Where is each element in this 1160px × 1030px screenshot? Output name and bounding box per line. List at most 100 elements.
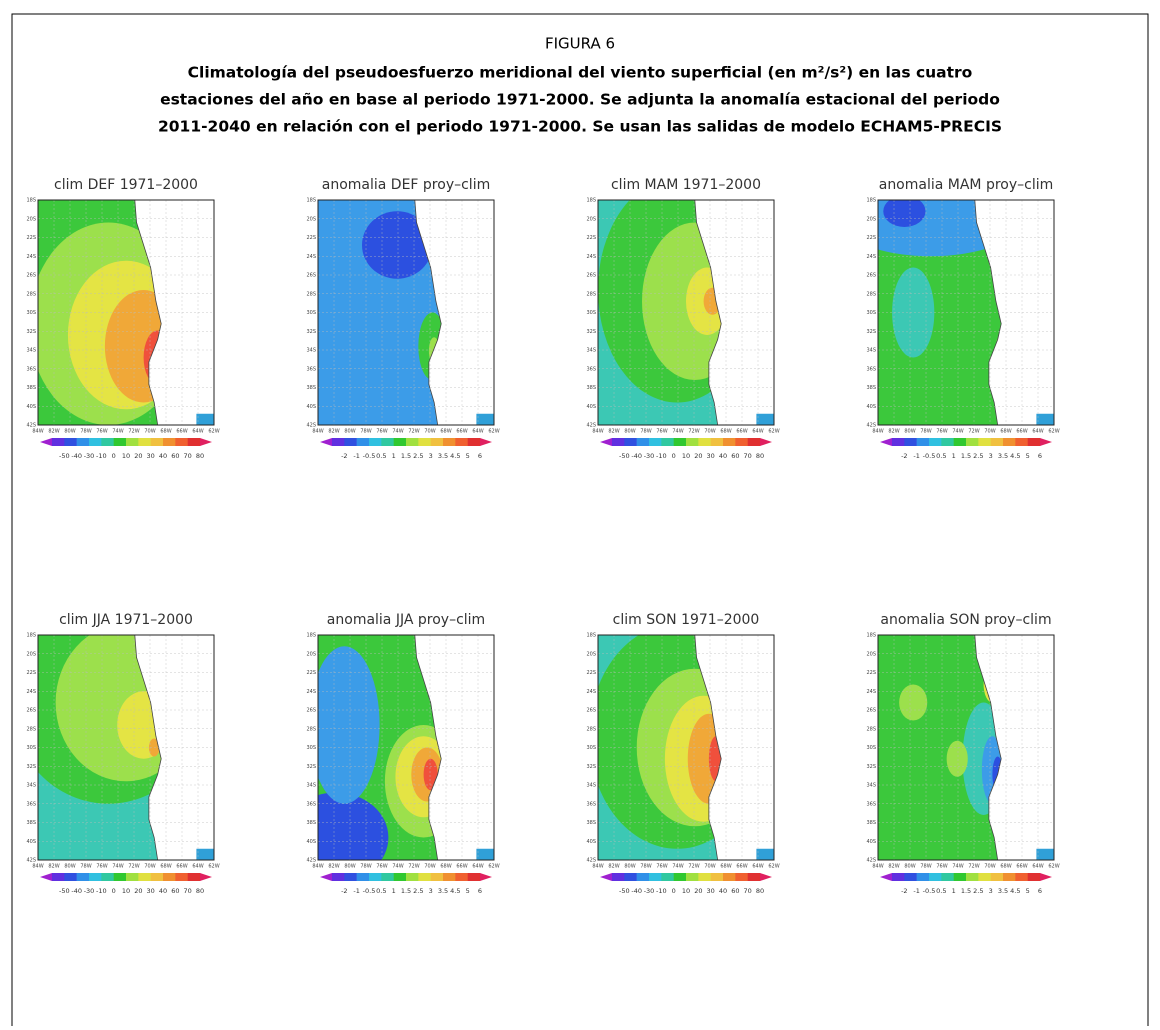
lat-label: 40S [26,839,36,845]
map-panel: anomalia SON proy–clim18S20S22S24S26S28S… [866,612,1059,895]
lat-label: 22S [306,235,316,241]
colorbar-swatch [711,873,724,881]
colorbar-swatch [966,438,979,446]
patagonia-water [476,414,494,425]
colorbar-label: 3 [429,887,433,895]
colorbar-end [200,873,212,881]
lon-label: 66W [456,429,467,435]
lon-label: 70W [144,429,155,435]
panel-title: anomalia DEF proy–clim [322,177,490,193]
colorbar-swatch [649,873,662,881]
lon-label: 64W [472,864,483,870]
lat-label: 40S [866,404,876,410]
lat-label: 40S [866,839,876,845]
colorbar-end [1040,438,1052,446]
colorbar-label: 5 [1026,452,1030,460]
lat-label: 36S [26,801,36,807]
colorbar-swatch [904,438,917,446]
colorbar-label: 4.5 [1010,452,1020,460]
lat-label: 34S [26,348,36,354]
lon-label: 62W [208,429,219,435]
lat-label: 30S [586,310,596,316]
lat-label: 24S [586,254,596,260]
lon-label: 68W [1000,429,1011,435]
colorbar-label: 30 [147,452,155,460]
lon-label: 78W [360,429,371,435]
colorbar-label: 30 [147,887,155,895]
colorbar-label: 0.5 [376,887,386,895]
lat-label: 26S [26,708,36,714]
lon-label: 74W [112,429,123,435]
figure-title: estaciones del año en base al periodo 19… [160,91,1000,109]
colorbar-swatch [637,873,650,881]
colorbar-label: 0.5 [376,452,386,460]
lon-label: 84W [872,429,883,435]
colorbar-swatch [1028,438,1041,446]
lon-label: 66W [736,864,747,870]
colorbar-label: 1 [952,887,956,895]
lat-label: 34S [866,783,876,789]
figure: FIGURA 6 Climatología del pseudoesfuerzo… [0,0,1160,1026]
colorbar-swatch [748,873,761,881]
lon-label: 84W [592,429,603,435]
colorbar-swatch [64,438,77,446]
lon-label: 68W [160,864,171,870]
colorbar-label: -10 [656,452,667,460]
colorbar-label: 40 [719,887,727,895]
lon-label: 80W [624,864,635,870]
colorbar-label: -2 [901,452,907,460]
lat-label: 20S [306,651,316,657]
colorbar-swatch [381,873,394,881]
colorbar-swatch [723,438,736,446]
lon-label: 82W [48,864,59,870]
colorbar-end [200,438,212,446]
lon-label: 84W [312,864,323,870]
colorbar-swatch [612,438,625,446]
colorbar-label: 40 [159,452,167,460]
colorbar-label: -10 [656,887,667,895]
lat-label: 38S [866,385,876,391]
colorbar-label: -2 [341,887,347,895]
colorbar-label: 4.5 [450,452,460,460]
colorbar-label: 10 [122,887,130,895]
lat-label: 36S [586,366,596,372]
lon-label: 70W [424,864,435,870]
lat-label: 32S [306,764,316,770]
colorbar-swatch [101,438,114,446]
lat-label: 18S [586,633,596,639]
colorbar-label: 70 [184,452,192,460]
lon-label: 78W [920,864,931,870]
lat-label: 26S [306,273,316,279]
colorbar-swatch [101,873,114,881]
lon-label: 78W [920,429,931,435]
colorbar-swatch [624,873,637,881]
lat-label: 32S [866,329,876,335]
lon-label: 80W [64,864,75,870]
lat-label: 34S [306,348,316,354]
lon-label: 66W [1016,429,1027,435]
colorbar-label: 3 [429,452,433,460]
lat-label: 38S [306,820,316,826]
lon-label: 68W [440,429,451,435]
colorbar-swatch [114,873,127,881]
lon-label: 76W [376,429,387,435]
lat-label: 30S [26,745,36,751]
colorbar-label: 5 [1026,887,1030,895]
colorbar-swatch [991,873,1004,881]
colorbar-swatch [954,438,967,446]
lat-label: 20S [306,216,316,222]
lon-label: 78W [640,429,651,435]
colorbar-label: -0.5 [363,452,376,460]
lat-label: 28S [866,726,876,732]
colorbar-swatch [723,873,736,881]
colorbar-swatch [175,438,188,446]
lat-label: 30S [586,745,596,751]
colorbar-label: 3 [989,887,993,895]
colorbar-swatch [468,873,481,881]
lat-label: 38S [26,820,36,826]
colorbar-label: 2.5 [973,887,983,895]
lon-label: 70W [144,864,155,870]
lon-label: 68W [440,864,451,870]
lat-label: 38S [866,820,876,826]
lat-label: 22S [866,670,876,676]
